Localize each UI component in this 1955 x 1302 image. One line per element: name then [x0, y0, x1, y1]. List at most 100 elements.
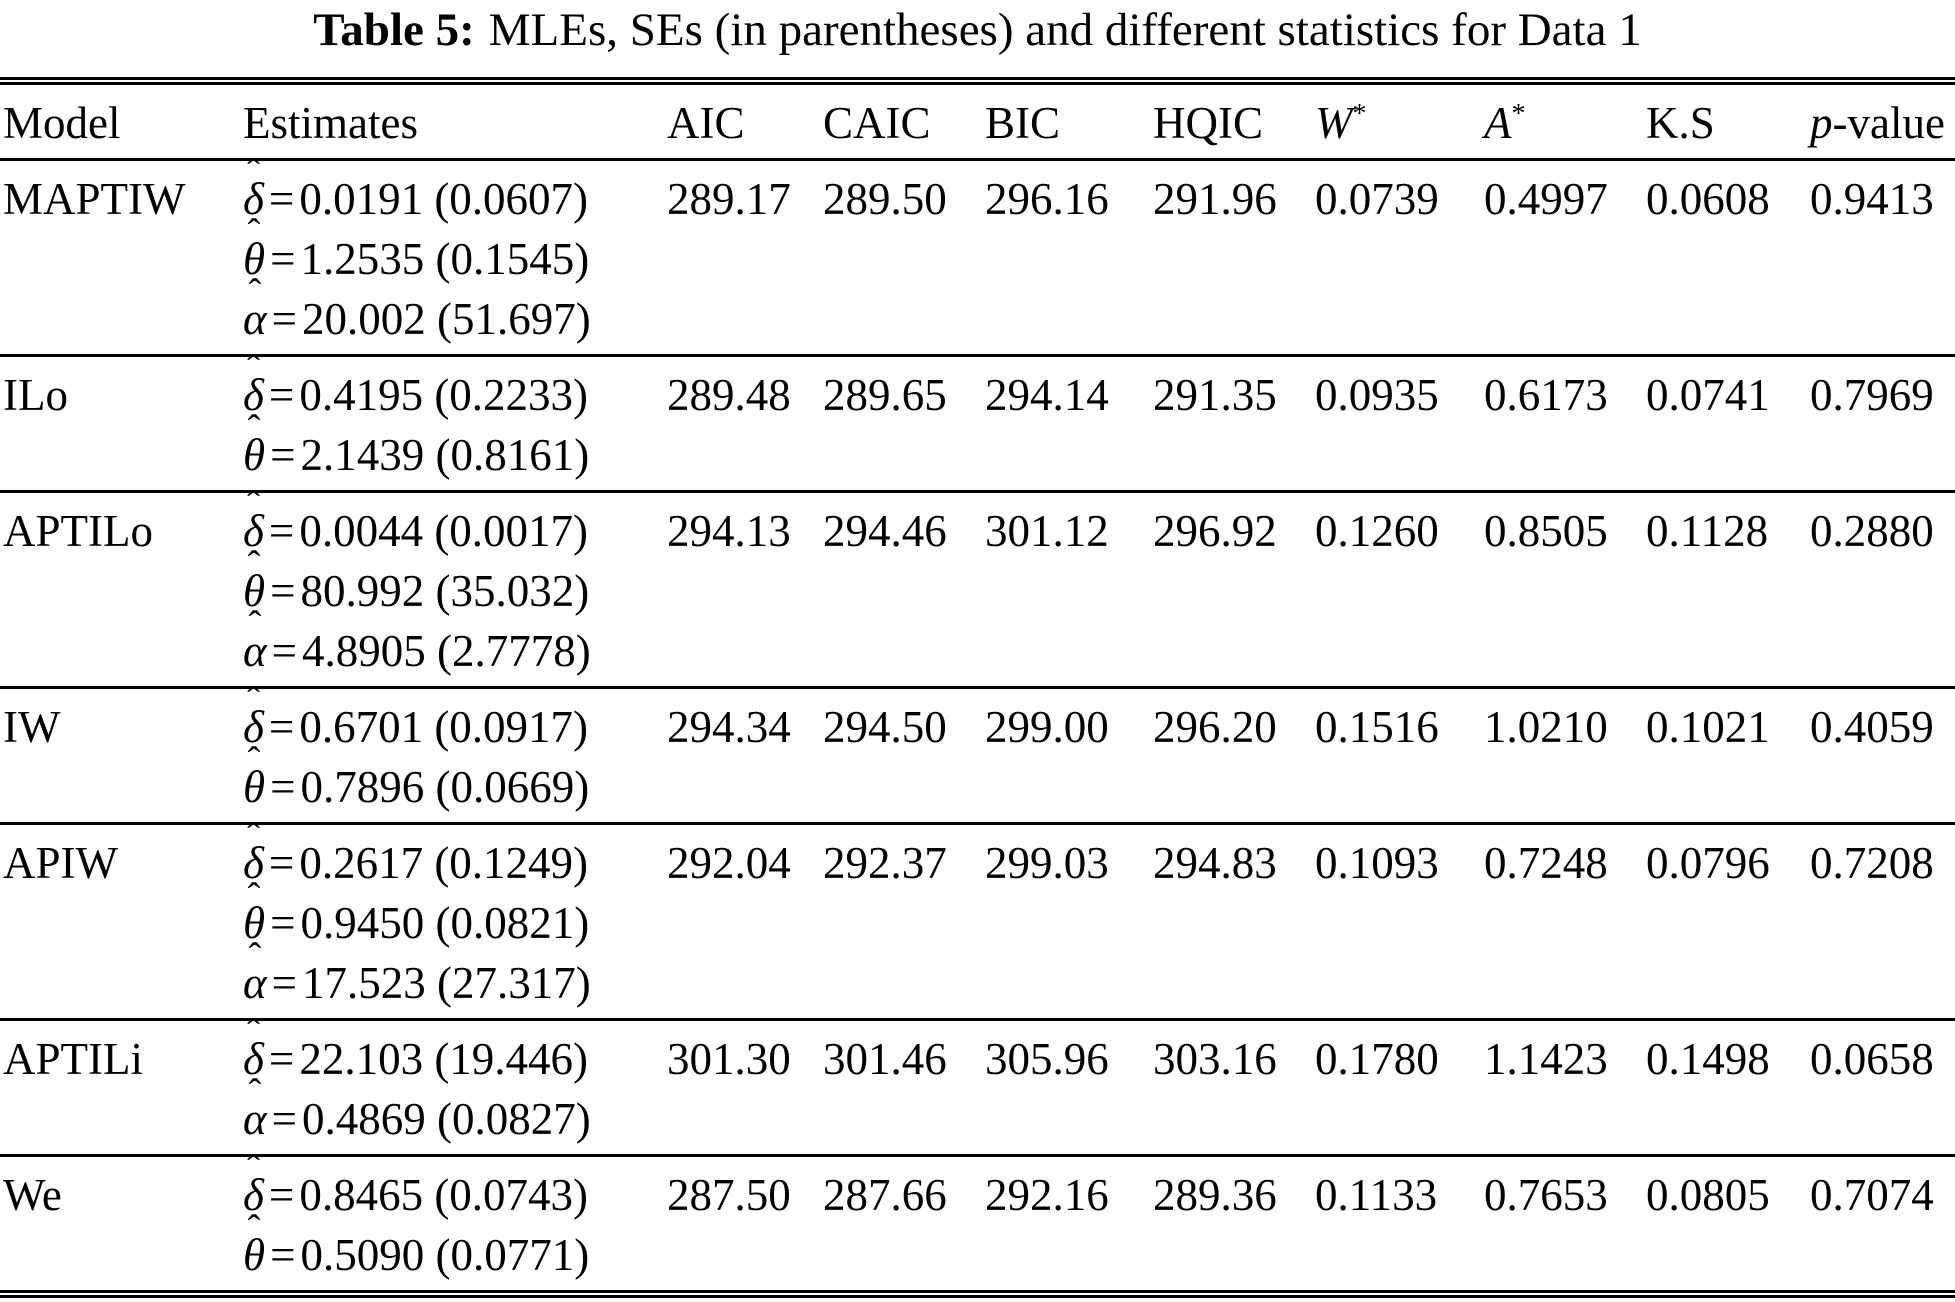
estimate-value: 0.0191: [299, 174, 424, 224]
greek-letter: θ: [243, 430, 266, 480]
estimate-value: 0.4195: [299, 370, 424, 420]
equals-sign: =: [270, 566, 296, 616]
aic-cell: 292.04: [667, 823, 823, 1021]
model-cell: IW: [0, 687, 243, 825]
greek-letter: δ: [243, 838, 264, 888]
caic-cell: 292.37: [823, 823, 985, 1021]
estimates-cell: ˆ δ = 0.8465 (0.0743) ˆ θ = 0.5090 (0.0771): [243, 1149, 667, 1291]
pvalue-rest: -value: [1832, 98, 1945, 148]
col-model: Model: [0, 85, 243, 161]
standard-error: (0.0669): [424, 762, 590, 812]
estimate-value: 0.4869: [302, 1094, 426, 1144]
aic-cell: 294.34: [667, 687, 823, 825]
astar-cell: 1.0210: [1484, 687, 1646, 825]
aic-cell: 287.50: [667, 1170, 791, 1220]
hat-accent: ˆ: [247, 679, 260, 722]
estimate-line: ˆ δ = 0.6701 (0.0917): [243, 681, 667, 757]
caic-cell: 287.66: [823, 1170, 947, 1220]
estimate-line: ˆ θ = 1.2535 (0.1545): [243, 213, 667, 289]
equals-sign: =: [271, 958, 298, 1008]
astar-cell: 1.1423: [1484, 1019, 1646, 1157]
wstar-cell: 0.1260: [1315, 491, 1484, 689]
col-bic: BIC: [985, 85, 1153, 161]
table-row: APTILo ˆ δ = 0.0044 (0.0017) ˆ θ = 80.992 (35.03…: [0, 485, 1955, 689]
estimate-line: ˆ δ = 0.2617 (0.1249): [243, 817, 667, 893]
standard-error: (0.0771): [424, 1230, 590, 1280]
table-row: MAPTIW ˆ δ = 0.0191 (0.0607) ˆ θ = 1.2535 (0.154…: [0, 153, 1955, 357]
greek-letter: θ: [243, 566, 266, 616]
hat-accent: ˆ: [247, 347, 260, 390]
table-caption: Table 5: MLEs, SEs (in parentheses) and d…: [0, 0, 1955, 77]
hat-accent: ˆ: [247, 1011, 260, 1054]
equals-sign: =: [271, 294, 298, 344]
hat-accent: ˆ: [248, 271, 262, 314]
equals-sign: =: [268, 838, 295, 888]
estimate-value: 20.002: [302, 294, 426, 344]
hat-accent: ˆ: [248, 1071, 262, 1114]
astar-cell: 0.6173: [1484, 355, 1646, 493]
equals-sign: =: [270, 430, 296, 480]
table-row: APTILi ˆ δ = 22.103 (19.446) ˆ α = 0.4869 (0.082…: [0, 1013, 1955, 1157]
hqic-cell: 303.16: [1153, 1019, 1315, 1157]
equals-sign: =: [268, 1034, 295, 1084]
equals-sign: =: [271, 626, 298, 676]
estimate-line: ˆ θ = 80.992 (35.032): [243, 545, 667, 621]
estimates-cell: ˆ δ = 0.4195 (0.2233) ˆ θ = 2.1439 (0.8161): [243, 349, 667, 493]
hat-accent: ˆ: [247, 543, 261, 586]
ks-cell: 0.0608: [1646, 159, 1810, 357]
hqic-cell: 289.36: [1153, 1170, 1277, 1220]
aic-cell: 289.48: [667, 355, 823, 493]
hat-accent: ˆ: [247, 815, 260, 858]
equals-sign: =: [270, 1230, 296, 1280]
estimates-cell: ˆ δ = 0.0191 (0.0607) ˆ θ = 1.2535 (0.1545) ˆ α = 2…: [243, 153, 667, 357]
aic-cell: 294.13: [667, 491, 823, 689]
hat-accent: ˆ: [248, 603, 262, 646]
hat-accent: ˆ: [247, 1207, 261, 1250]
equals-sign: =: [270, 234, 296, 284]
hat-accent: ˆ: [247, 407, 261, 450]
ks-cell: 0.0805: [1646, 1170, 1770, 1220]
greek-letter: θ: [243, 898, 266, 948]
col-pvalue: p-value: [1810, 85, 1955, 161]
ks-cell: 0.0741: [1646, 355, 1810, 493]
astar-superscript: *: [1511, 98, 1526, 129]
hat-accent: ˆ: [247, 151, 260, 194]
table-row: IW ˆ δ = 0.6701 (0.0917) ˆ θ = 0.7896 (0.0669) 29…: [0, 681, 1955, 825]
greek-letter: θ: [243, 234, 266, 284]
hqic-cell: 291.35: [1153, 355, 1315, 493]
greek-letter: δ: [243, 1034, 264, 1084]
estimate-value: 1.2535: [300, 234, 425, 284]
greek-letter: δ: [243, 370, 264, 420]
statistics-table: Model Estimates AIC CAIC BIC HQIC W* A* …: [0, 85, 1955, 1290]
equals-sign: =: [268, 702, 295, 752]
estimate-line: ˆ θ = 0.7896 (0.0669): [243, 741, 667, 817]
estimates-cell: ˆ δ = 22.103 (19.446) ˆ α = 0.4869 (0.0827): [243, 1013, 667, 1157]
estimate-line: ˆ δ = 0.8465 (0.0743): [243, 1149, 667, 1225]
ks-cell: 0.1498: [1646, 1019, 1810, 1157]
estimates-cell: ˆ δ = 0.2617 (0.1249) ˆ θ = 0.9450 (0.0821) ˆ α = 1…: [243, 817, 667, 1021]
equals-sign: =: [268, 506, 295, 556]
standard-error: (0.1249): [423, 838, 589, 888]
ks-cell: 0.1021: [1646, 687, 1810, 825]
standard-error: (0.0827): [425, 1094, 591, 1144]
hqic-cell: 296.92: [1153, 491, 1315, 689]
greek-letter: α: [243, 1094, 267, 1144]
table-row: We ˆ δ = 0.8465 (0.0743) ˆ θ = 0.5090 (0.0771) 28…: [0, 1149, 1955, 1291]
col-ks: K.S: [1646, 85, 1810, 161]
standard-error: (0.8161): [424, 430, 590, 480]
col-aic: AIC: [667, 85, 823, 161]
estimate-value: 0.6701: [299, 702, 424, 752]
estimate-value: 0.8465: [299, 1170, 424, 1220]
estimate-value: 2.1439: [300, 430, 425, 480]
standard-error: (2.7778): [425, 626, 591, 676]
table-row: APIW ˆ δ = 0.2617 (0.1249) ˆ θ = 0.9450 (0.0821)…: [0, 817, 1955, 1021]
standard-error: (51.697): [425, 294, 591, 344]
pvalue-cell: 0.4059: [1810, 687, 1955, 825]
caic-cell: 294.46: [823, 491, 985, 689]
